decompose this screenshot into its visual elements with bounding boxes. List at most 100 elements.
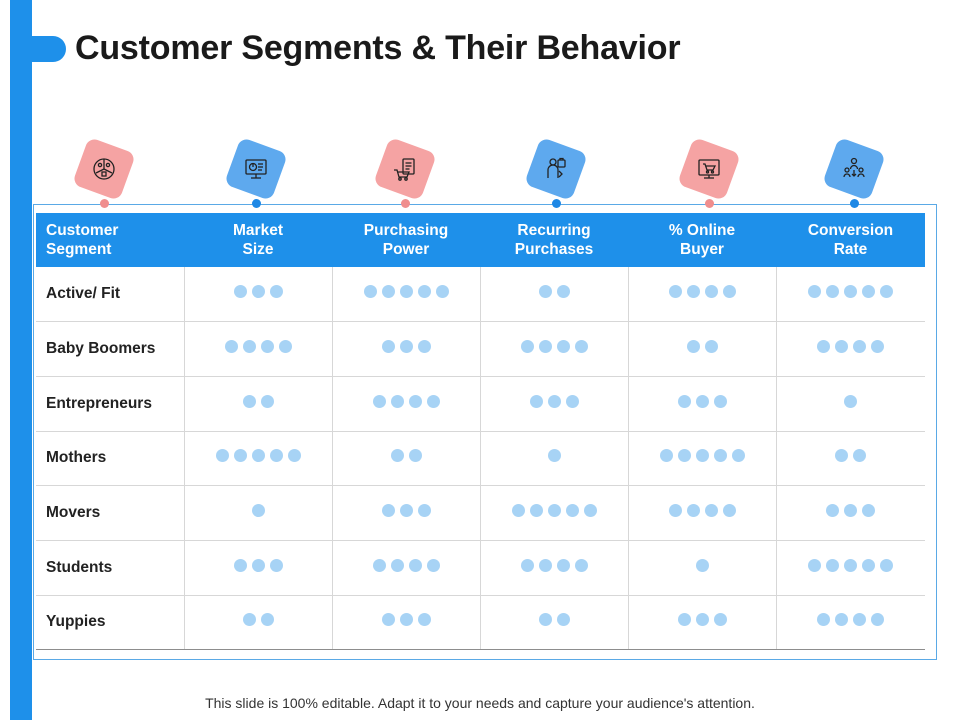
rating-dot [417, 613, 431, 627]
rating-cell [627, 321, 776, 377]
rating-dot [844, 558, 858, 572]
header-market-size: Market Size [184, 213, 332, 267]
rating-dot [251, 504, 265, 518]
rating-dot [215, 449, 229, 463]
rating-dot [722, 504, 736, 518]
table-row: Entrepreneurs [36, 376, 925, 432]
rating-dot [233, 558, 247, 572]
rating-dot [686, 285, 700, 299]
rating-dots [668, 285, 736, 299]
rating-dots [686, 340, 718, 354]
recurring-shopper-icon [523, 136, 589, 202]
rating-dot [695, 613, 709, 627]
rating-dot [713, 449, 727, 463]
rating-dots [224, 340, 292, 354]
rating-dot [853, 613, 867, 627]
rating-dot [659, 449, 673, 463]
rating-dot [826, 558, 840, 572]
rating-dot [844, 504, 858, 518]
rating-dots [390, 449, 422, 463]
table-row: Movers [36, 485, 925, 541]
rating-dot [390, 558, 404, 572]
rating-dot [574, 558, 588, 572]
table-row: Mothers [36, 431, 925, 487]
table-row: Yuppies [36, 595, 925, 651]
rating-dots [835, 449, 867, 463]
rating-dot [390, 394, 404, 408]
rating-dot [399, 613, 413, 627]
rating-dots [817, 340, 885, 354]
online-shop-monitor-icon [676, 136, 742, 202]
rating-cell [479, 267, 628, 323]
icon-connector-dot [850, 199, 859, 208]
rating-dot [426, 394, 440, 408]
table-frame [33, 204, 937, 660]
rating-dot [381, 504, 395, 518]
rating-dots [372, 558, 440, 572]
rating-dots [511, 504, 597, 518]
rating-cell [627, 267, 776, 323]
rating-cell [479, 376, 628, 432]
rating-dots [242, 613, 274, 627]
rating-dot [844, 394, 858, 408]
rating-dot [853, 449, 867, 463]
rating-dot [233, 449, 247, 463]
rating-cell [183, 540, 332, 596]
header-online-buyer: % Online Buyer [628, 213, 776, 267]
icon-connector-dot [705, 199, 714, 208]
rating-dot [269, 285, 283, 299]
rating-dot [731, 449, 745, 463]
rating-dot [399, 285, 413, 299]
rating-dot [547, 449, 561, 463]
rating-dot [538, 340, 552, 354]
rating-dot [538, 558, 552, 572]
rating-dots [363, 285, 449, 299]
rating-dot [686, 340, 700, 354]
rating-dots [372, 394, 440, 408]
rating-dot [686, 504, 700, 518]
rating-dot [695, 449, 709, 463]
rating-dot [408, 558, 422, 572]
segment-pie-icon [71, 136, 137, 202]
rating-cell [479, 485, 628, 541]
rating-dot [871, 340, 885, 354]
rating-dot [399, 340, 413, 354]
rating-dot [381, 340, 395, 354]
header-customer-segment: Customer Segment [36, 213, 184, 267]
table-header-row: Customer Segment Market Size Purchasing Pow… [36, 213, 925, 267]
rating-cell [627, 595, 776, 651]
rating-dot [372, 558, 386, 572]
rating-dot [826, 504, 840, 518]
rating-cell [183, 321, 332, 377]
rating-dot [808, 285, 822, 299]
rating-dot [260, 340, 274, 354]
rating-dot [835, 613, 849, 627]
icon-connector-dot [252, 199, 261, 208]
rating-cell [183, 485, 332, 541]
rating-cell [775, 267, 925, 323]
rating-dots [826, 504, 876, 518]
rating-cell [775, 595, 925, 651]
rating-dot [381, 285, 395, 299]
footer-note: This slide is 100% editable. Adapt it to… [205, 695, 755, 711]
rating-dot [251, 449, 265, 463]
rating-dot [269, 449, 283, 463]
rating-dots [808, 558, 894, 572]
rating-dot [381, 613, 395, 627]
rating-dot [251, 558, 265, 572]
rating-cell [479, 595, 628, 651]
rating-dot [224, 340, 238, 354]
rating-cell [775, 485, 925, 541]
rating-cell [331, 376, 480, 432]
rating-dot [242, 613, 256, 627]
rating-cell [183, 595, 332, 651]
rating-dot [583, 504, 597, 518]
rating-dots [677, 394, 727, 408]
rating-dot [574, 340, 588, 354]
rating-dot [242, 340, 256, 354]
rating-cell [775, 431, 925, 487]
segment-name: Students [36, 540, 184, 596]
rating-dot [556, 558, 570, 572]
rating-dot [668, 504, 682, 518]
rating-cell [331, 540, 480, 596]
